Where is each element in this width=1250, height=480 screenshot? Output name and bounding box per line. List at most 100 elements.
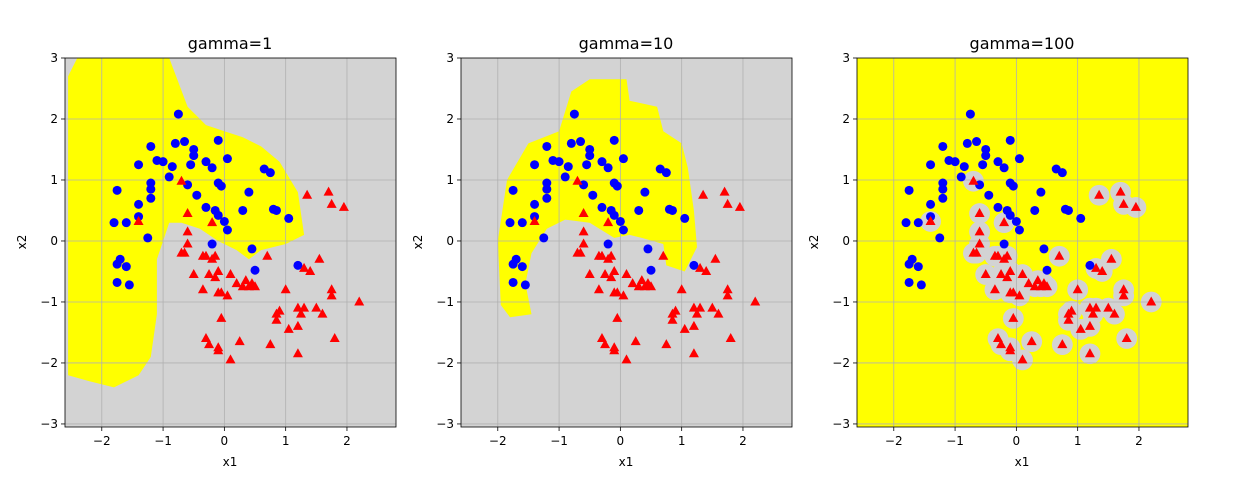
class-a-point [938,178,948,188]
class-b-point [1002,250,1013,260]
class-a-point [640,187,650,197]
class-b-point [606,272,617,282]
class-a-point [566,138,576,148]
x-tick-label: 0 [221,434,229,448]
class-a-point [916,280,926,290]
class-a-point [603,239,613,249]
class-b-point [1109,308,1120,318]
y-tick-label: −3 [40,417,58,431]
y-tick-label: 1 [50,173,58,187]
class-a-point [597,157,607,167]
class-a-point [284,213,294,223]
x-tick-label: 0 [1013,434,1021,448]
class-b-point [1106,253,1117,263]
y-tick-label: 2 [50,112,58,126]
class-b-point [1029,281,1040,291]
class-b-point [1091,302,1102,312]
class-b-point [280,284,291,294]
class-a-point [618,154,628,164]
class-b-point [305,265,316,275]
class-b-point [326,284,337,294]
class-a-point [588,190,598,200]
class-a-point [999,163,1009,173]
class-b-point [182,238,193,248]
class-b-point [1008,287,1019,297]
class-a-point [213,135,223,145]
class-b-point [1063,314,1074,324]
class-a-point [975,180,985,190]
class-a-point [576,137,586,147]
class-a-point [293,260,303,270]
class-a-point [207,239,217,249]
class-b-point [600,269,611,279]
x-axis-label: x1 [223,455,238,469]
class-b-point [600,339,611,349]
class-a-point [667,205,677,215]
x-tick-label: 1 [678,434,686,448]
class-b-point [210,272,221,282]
class-b-point [1118,290,1129,300]
class-b-point [237,281,248,291]
class-b-point [695,262,706,272]
class-a-point [508,185,518,195]
class-b-point [603,217,614,227]
class-b-point [204,269,215,279]
class-b-point [593,284,604,294]
class-b-point [182,226,193,236]
class-b-point [1084,348,1095,358]
y-tick-label: 0 [446,234,454,248]
class-a-point [944,155,954,165]
class-b-point [1118,284,1129,294]
class-b-point [992,250,1003,260]
class-a-point [186,160,196,170]
class-b-point [1054,250,1065,260]
subplot-title: gamma=100 [970,34,1075,53]
class-b-point [996,339,1007,349]
class-a-point [993,202,1003,212]
class-b-point [1017,269,1028,279]
x-tick-label: −1 [946,434,964,448]
subplot-gamma-1: gamma=1 x1 x2 −2 −1 0 1 2 −3 −2 −1 0 1 2 3 [15,34,397,469]
class-a-point [1014,225,1024,235]
class-a-point [146,178,156,188]
class-b-point [200,250,211,260]
class-b-point [596,333,607,343]
class-b-point [968,175,979,185]
class-b-point [750,296,761,306]
y-axis-label: x2 [15,235,29,250]
class-b-point [1002,272,1013,282]
class-a-point [959,162,969,172]
class-b-point [283,323,294,333]
class-b-point [234,336,245,346]
class-a-point [978,160,988,170]
class-b-point [713,308,724,318]
class-a-point [597,202,607,212]
x-tick-label: −1 [550,434,568,448]
class-a-point [560,172,570,182]
y-tick-label: 2 [842,112,850,126]
class-b-point [999,217,1010,227]
class-a-point [517,218,527,228]
class-b-point [1146,296,1157,306]
class-a-point [238,205,248,215]
class-b-point [646,281,657,291]
class-b-point [612,312,623,322]
class-a-point [542,178,552,188]
class-a-point [539,233,549,243]
class-a-point [618,225,628,235]
class-b-point [210,250,221,260]
class-a-point [244,187,254,197]
class-b-point [207,217,218,227]
class-b-point [1118,198,1129,208]
class-b-point [326,290,337,300]
class-a-point [938,193,948,203]
y-tick-label: −1 [40,295,58,309]
class-a-point [661,168,671,178]
class-b-point [274,305,285,315]
class-a-point [109,218,119,228]
class-b-point [250,281,261,291]
class-a-point [926,160,936,170]
subplot-title: gamma=1 [188,34,273,53]
class-b-point [572,247,583,257]
y-tick-label: 1 [842,173,850,187]
